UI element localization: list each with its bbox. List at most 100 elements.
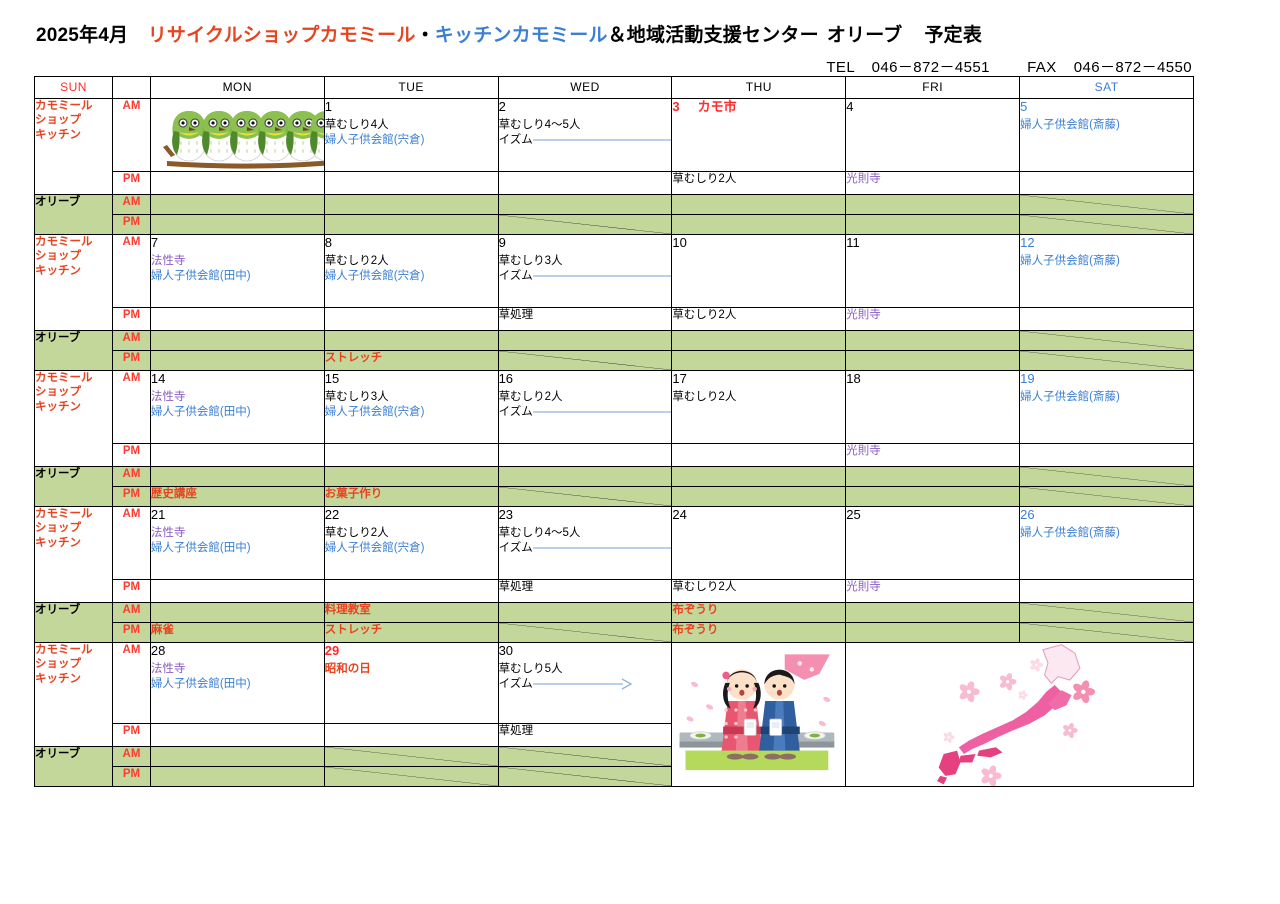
calendar-cell-am[interactable]: 18 — [845, 370, 1021, 444]
calendar-cell-pm[interactable] — [323, 579, 499, 603]
calendar-cell-pm[interactable] — [1019, 307, 1194, 331]
calendar-cell-am[interactable]: 24 — [671, 506, 847, 580]
olive-cell[interactable]: 料理教室 — [323, 602, 499, 623]
olive-cell[interactable] — [671, 350, 847, 371]
olive-cell[interactable] — [671, 330, 847, 351]
olive-cell[interactable] — [1019, 350, 1194, 371]
calendar-cell-am[interactable] — [671, 642, 847, 787]
calendar-cell-pm[interactable]: 草処理 — [497, 579, 673, 603]
olive-cell[interactable] — [671, 466, 847, 487]
olive-cell[interactable]: ストレッチ — [323, 622, 499, 643]
olive-cell[interactable] — [845, 622, 1021, 643]
calendar-cell-pm[interactable] — [323, 443, 499, 467]
olive-cell[interactable] — [1019, 486, 1194, 507]
calendar-cell-am[interactable]: 22 草むしり2人 婦人子供会館(宍倉) — [323, 506, 499, 580]
olive-cell[interactable] — [845, 466, 1021, 487]
calendar-cell-am[interactable]: 12 婦人子供会館(斎藤) — [1019, 234, 1194, 308]
olive-cell[interactable] — [1019, 194, 1194, 215]
olive-cell[interactable] — [323, 214, 499, 235]
calendar-cell-am[interactable]: 7 法性寺 婦人子供会館(田中) — [149, 234, 325, 308]
calendar-cell-pm[interactable] — [149, 443, 325, 467]
calendar-cell-pm[interactable] — [149, 723, 325, 747]
calendar-cell-am[interactable]: 1 草むしり4人 婦人子供会館(宍倉) — [323, 98, 499, 172]
calendar-cell-am[interactable]: 5 婦人子供会館(斎藤) — [1019, 98, 1194, 172]
calendar-cell-am[interactable] — [845, 642, 1194, 787]
calendar-cell-pm[interactable] — [149, 579, 325, 603]
calendar-cell-am[interactable]: 26 婦人子供会館(斎藤) — [1019, 506, 1194, 580]
olive-cell[interactable] — [1019, 622, 1194, 643]
calendar-cell-pm[interactable] — [1019, 579, 1194, 603]
calendar-cell-am[interactable]: 28 法性寺 婦人子供会館(田中) — [149, 642, 325, 724]
olive-cell[interactable] — [149, 214, 325, 235]
calendar-cell-am[interactable]: 29 昭和の日 — [323, 642, 499, 724]
olive-cell[interactable] — [497, 486, 673, 507]
olive-cell[interactable] — [323, 466, 499, 487]
calendar-cell-pm[interactable] — [323, 171, 499, 195]
olive-cell[interactable] — [671, 214, 847, 235]
calendar-cell-pm[interactable]: 光則寺 — [845, 443, 1021, 467]
olive-cell[interactable] — [323, 330, 499, 351]
olive-cell[interactable] — [845, 602, 1021, 623]
calendar-cell-am[interactable]: 4 — [845, 98, 1021, 172]
calendar-cell-pm[interactable] — [497, 443, 673, 467]
calendar-cell-am[interactable]: 11 — [845, 234, 1021, 308]
olive-cell[interactable] — [149, 466, 325, 487]
calendar-cell-pm[interactable] — [149, 171, 325, 195]
calendar-cell-am[interactable]: 17 草むしり2人 — [671, 370, 847, 444]
olive-cell[interactable] — [497, 766, 673, 787]
calendar-cell-pm[interactable]: 光則寺 — [845, 171, 1021, 195]
calendar-cell-pm[interactable] — [671, 443, 847, 467]
calendar-cell-pm[interactable] — [149, 307, 325, 331]
olive-cell[interactable] — [1019, 214, 1194, 235]
calendar-cell-am[interactable]: 3 カモ市 — [671, 98, 847, 172]
calendar-cell-am[interactable]: 2 草むしり4～5人 イズム — [497, 98, 673, 172]
olive-cell[interactable] — [149, 350, 325, 371]
olive-cell[interactable] — [845, 330, 1021, 351]
olive-cell[interactable] — [497, 330, 673, 351]
calendar-cell-pm[interactable]: 草処理 — [497, 307, 673, 331]
calendar-cell-pm[interactable]: 草むしり2人 — [671, 579, 847, 603]
calendar-cell-am[interactable]: 10 — [671, 234, 847, 308]
olive-cell[interactable] — [845, 486, 1021, 507]
olive-cell[interactable]: 布ぞうり — [671, 622, 847, 643]
olive-cell[interactable] — [323, 746, 499, 767]
olive-cell[interactable] — [1019, 330, 1194, 351]
olive-cell[interactable]: お菓子作り — [323, 486, 499, 507]
olive-cell[interactable] — [1019, 466, 1194, 487]
calendar-cell-am[interactable] — [149, 98, 325, 172]
calendar-cell-pm[interactable]: 草処理 — [497, 723, 673, 747]
calendar-cell-am[interactable]: 23 草むしり4～5人 イズム — [497, 506, 673, 580]
olive-cell[interactable] — [497, 602, 673, 623]
calendar-cell-am[interactable]: 8 草むしり2人 婦人子供会館(宍倉) — [323, 234, 499, 308]
calendar-cell-pm[interactable]: 草むしり2人 — [671, 307, 847, 331]
olive-cell[interactable] — [497, 466, 673, 487]
olive-cell[interactable] — [149, 602, 325, 623]
calendar-cell-am[interactable]: 30 草むしり5人 イズム — [497, 642, 673, 724]
olive-cell[interactable] — [323, 766, 499, 787]
olive-cell[interactable] — [497, 350, 673, 371]
calendar-cell-pm[interactable] — [1019, 443, 1194, 467]
calendar-cell-pm[interactable] — [497, 171, 673, 195]
olive-cell[interactable]: 歴史講座 — [149, 486, 325, 507]
olive-cell[interactable] — [323, 194, 499, 215]
calendar-cell-pm[interactable] — [323, 723, 499, 747]
olive-cell[interactable] — [845, 194, 1021, 215]
olive-cell[interactable] — [149, 766, 325, 787]
calendar-cell-pm[interactable]: 光則寺 — [845, 307, 1021, 331]
calendar-cell-am[interactable]: 15 草むしり3人 婦人子供会館(宍倉) — [323, 370, 499, 444]
calendar-cell-am[interactable]: 21 法性寺 婦人子供会館(田中) — [149, 506, 325, 580]
calendar-cell-pm[interactable]: 草むしり2人 — [671, 171, 847, 195]
olive-cell[interactable] — [149, 194, 325, 215]
calendar-cell-am[interactable]: 14 法性寺 婦人子供会館(田中) — [149, 370, 325, 444]
olive-cell[interactable] — [149, 746, 325, 767]
calendar-cell-am[interactable]: 9 草むしり3人 イズム — [497, 234, 673, 308]
olive-cell[interactable] — [497, 746, 673, 767]
olive-cell[interactable] — [671, 194, 847, 215]
olive-cell[interactable]: ストレッチ — [323, 350, 499, 371]
calendar-cell-am[interactable]: 16 草むしり2人 イズム — [497, 370, 673, 444]
calendar-cell-am[interactable]: 19 婦人子供会館(斎藤) — [1019, 370, 1194, 444]
olive-cell[interactable] — [845, 214, 1021, 235]
olive-cell[interactable] — [497, 622, 673, 643]
calendar-cell-pm[interactable] — [323, 307, 499, 331]
calendar-cell-pm[interactable]: 光則寺 — [845, 579, 1021, 603]
